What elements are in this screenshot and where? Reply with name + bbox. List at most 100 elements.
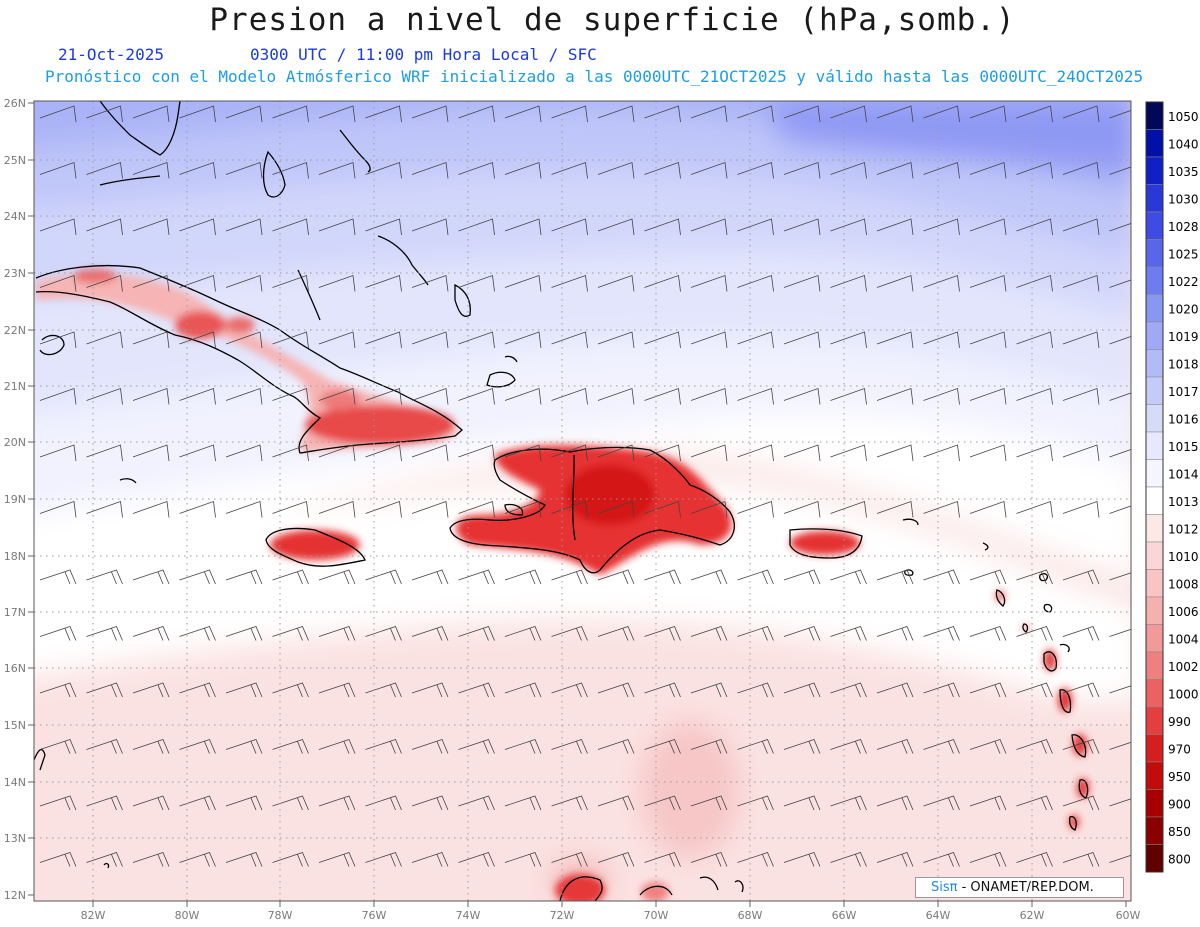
wind-barb: [504, 274, 542, 292]
wind-barb: [39, 444, 77, 462]
wind-barb: [969, 218, 1007, 236]
colorbar-swatch: [1145, 761, 1164, 790]
wind-barb: [318, 626, 356, 641]
wind-barb: [365, 444, 402, 462]
colorbar-swatch: [1145, 596, 1164, 625]
colorbar-label: 1006: [1168, 605, 1199, 619]
wind-barb: [969, 274, 1007, 292]
wind-barb: [551, 274, 588, 292]
wind-barb: [39, 569, 77, 585]
wind-barb: [318, 331, 356, 349]
wind-barb: [458, 274, 495, 292]
wind-barb: [411, 739, 449, 754]
wind-barb: [504, 500, 542, 518]
wind-barb: [1109, 854, 1131, 863]
wind-barb: [783, 795, 821, 811]
colorbar-label: 1022: [1168, 275, 1199, 289]
colorbar-label: 1016: [1168, 413, 1199, 427]
wind-barb: [597, 569, 635, 585]
wind-barb: [1016, 682, 1053, 698]
wind-barb: [1016, 331, 1053, 349]
colorbar-label: 1000: [1168, 688, 1199, 702]
wind-barb: [876, 161, 914, 179]
wind-barb: [737, 331, 774, 349]
colorbar-label: 1014: [1168, 468, 1199, 482]
wind-barb: [411, 626, 449, 641]
wind-barb: [644, 739, 681, 754]
wind-barb: [179, 795, 216, 811]
lat-label: 25N: [4, 154, 26, 167]
wind-barb: [923, 274, 960, 292]
wind-barb: [923, 500, 960, 518]
wind-barb: [318, 852, 356, 867]
wind-barb: [737, 626, 774, 641]
wind-barb: [597, 387, 635, 405]
colorbar-swatch: [1145, 431, 1164, 460]
wind-barb: [272, 218, 309, 236]
wind-barb: [411, 682, 449, 698]
wind-barb: [876, 795, 914, 811]
colorbar-label: 970: [1168, 743, 1191, 757]
wind-barb: [923, 331, 960, 349]
wind-barb: [1016, 218, 1053, 236]
wind-barb: [1109, 685, 1131, 694]
colorbar-label: 1013: [1168, 495, 1199, 509]
wind-barb: [1062, 387, 1100, 405]
wind-barb: [923, 161, 960, 179]
graticule: [34, 101, 1131, 901]
wind-barb: [690, 852, 728, 867]
wind-barb: [365, 274, 402, 292]
wind-barb: [132, 795, 170, 811]
wind-barb: [737, 274, 774, 292]
wind-barb: [225, 105, 263, 123]
wind-barb: [1109, 798, 1131, 807]
wind-barb: [830, 682, 867, 698]
colorbar: 1050 1040 1035 1030 1028 1025 1022 1020 1019 1018…: [1145, 101, 1199, 873]
wind-barb: [39, 795, 77, 811]
wind-barb: [783, 500, 821, 518]
wind-barb: [737, 500, 774, 518]
wind-barb: [272, 682, 309, 698]
wind-barb: [272, 569, 309, 585]
colorbar-label: 900: [1168, 798, 1191, 812]
wind-barb: [969, 105, 1007, 123]
hispaniola-coast: [449, 446, 735, 574]
wind-barb: [411, 274, 449, 292]
wind-barb: [318, 387, 356, 405]
wind-barb: [876, 331, 914, 349]
wind-barb: [365, 852, 402, 867]
wind-barb: [690, 387, 728, 405]
wind-barb: [504, 387, 542, 405]
wind-barb: [783, 852, 821, 867]
lon-label: 70W: [644, 909, 669, 922]
wind-barb: [504, 331, 542, 349]
wind-barb: [1016, 795, 1053, 811]
wind-barb: [1062, 218, 1100, 236]
wind-barb: [783, 739, 821, 754]
colorbar-swatch: [1145, 624, 1164, 653]
wind-barb: [365, 569, 402, 585]
wind-barb: [86, 218, 123, 236]
wind-barb: [504, 626, 542, 641]
wind-barb: [1062, 105, 1100, 123]
colorbar-swatch: [1145, 239, 1164, 268]
wind-barb: [1062, 739, 1100, 754]
wind-barb: [830, 626, 867, 641]
wind-barb: [1109, 572, 1131, 581]
wind-barb: [318, 105, 356, 123]
wind-barb: [923, 569, 960, 585]
colorbar-swatch: [1145, 651, 1164, 680]
cuba-coast: [35, 264, 463, 454]
page-title: Presion a nivel de superficie (hPa,somb.…: [209, 2, 1016, 38]
wind-barb: [1062, 331, 1100, 349]
lon-label: 82W: [81, 909, 106, 922]
wind-barb: [272, 161, 309, 179]
wind-barb: [737, 161, 774, 179]
wind-barb: [318, 739, 356, 754]
lat-label: 17N: [4, 606, 26, 619]
colorbar-label: 1019: [1168, 330, 1199, 344]
wind-barb: [830, 387, 867, 405]
wind-barb: [876, 626, 914, 641]
wind-barb: [86, 682, 123, 698]
wind-barb: [876, 387, 914, 405]
